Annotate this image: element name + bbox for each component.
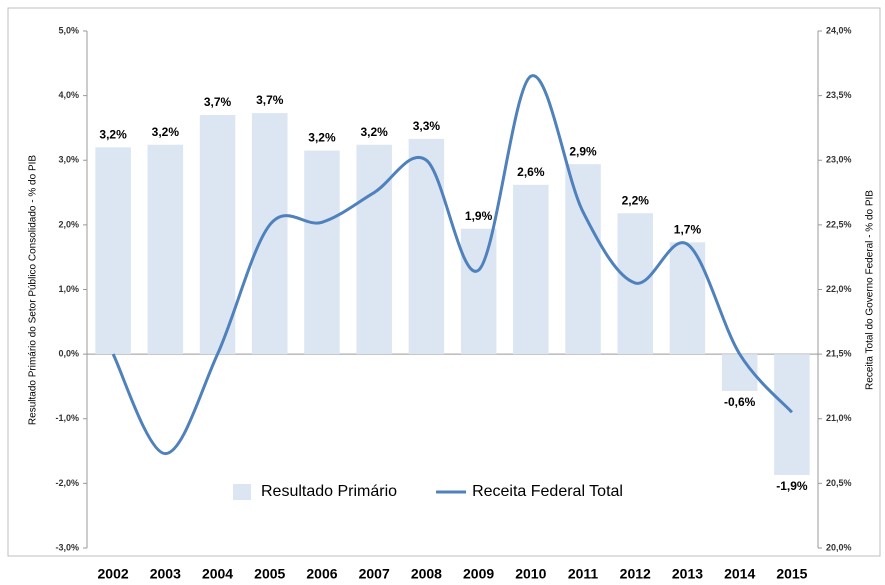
y-tick-label: 1,0% xyxy=(58,284,79,294)
bar xyxy=(147,144,184,355)
data-label: 3,7% xyxy=(256,93,284,107)
line xyxy=(111,74,794,456)
bar xyxy=(304,150,340,355)
y2-tick-label: 21,5% xyxy=(826,349,852,359)
y2-tick-label: 21,0% xyxy=(826,413,852,423)
y-tick-label: 0,0% xyxy=(58,349,79,359)
y2-tick-label: 23,0% xyxy=(826,155,852,165)
data-label: 1,9% xyxy=(465,209,493,223)
x-tick-label: 2005 xyxy=(254,566,285,582)
x-tick-label: 2007 xyxy=(359,566,390,582)
data-label: 3,2% xyxy=(152,125,180,139)
data-label: 3,2% xyxy=(99,127,127,141)
y2-tick-label: 24,0% xyxy=(826,25,852,35)
bar xyxy=(95,147,131,355)
data-label: 2,2% xyxy=(622,193,650,207)
bar xyxy=(251,113,288,355)
y-tick-label: 4,0% xyxy=(58,90,79,100)
y-tick-label: -3,0% xyxy=(55,542,79,552)
legend-swatch xyxy=(233,484,251,500)
y-tick-label: 3,0% xyxy=(58,155,79,165)
x-tick-label: 2012 xyxy=(620,566,651,582)
y2-tick-label: 22,0% xyxy=(826,284,852,294)
y-axis-title: Resultado Primário do Setor Público Cons… xyxy=(28,155,39,425)
y2-axis-title: Receita Total do Governo Federal - % do … xyxy=(865,190,876,390)
legend-label: Resultado Primário xyxy=(261,483,397,500)
data-label: 2,9% xyxy=(569,144,597,158)
x-tick-label: 2004 xyxy=(202,566,233,582)
x-tick-label: 2014 xyxy=(724,566,755,582)
data-label: 3,7% xyxy=(204,95,232,109)
x-tick-label: 2002 xyxy=(98,566,129,582)
y-tick-label: -2,0% xyxy=(55,478,79,488)
data-label: 2,6% xyxy=(517,165,545,179)
bar xyxy=(460,228,497,355)
x-tick-label: 2010 xyxy=(515,566,546,582)
chart-frame xyxy=(7,7,881,557)
y-tick-label: -1,0% xyxy=(55,413,79,423)
y2-tick-label: 22,5% xyxy=(826,219,852,229)
data-label: 3,2% xyxy=(360,125,388,139)
y2-tick-label: 20,5% xyxy=(826,478,852,488)
x-tick-label: 2006 xyxy=(306,566,337,582)
bar xyxy=(356,144,392,355)
y2-tick-label: 20,0% xyxy=(826,542,852,552)
legend-label: Receita Federal Total xyxy=(472,483,623,500)
x-tick-label: 2003 xyxy=(150,566,181,582)
x-tick-label: 2013 xyxy=(672,566,703,582)
data-label: 3,3% xyxy=(413,119,441,133)
data-label: 1,7% xyxy=(674,222,702,236)
bar xyxy=(565,164,601,355)
x-tick-label: 2011 xyxy=(568,566,599,582)
x-tick-label: 2015 xyxy=(776,566,807,582)
bar xyxy=(774,354,810,475)
bar xyxy=(199,115,236,355)
y-tick-label: 2,0% xyxy=(58,219,79,229)
data-label: -1,9% xyxy=(776,479,808,493)
x-tick-label: 2009 xyxy=(463,566,494,582)
data-label: 3,2% xyxy=(308,131,336,145)
data-label: -0,6% xyxy=(724,395,756,409)
x-tick-label: 2008 xyxy=(411,566,442,582)
bar xyxy=(408,138,445,355)
bar xyxy=(513,184,549,355)
y-tick-label: 5,0% xyxy=(58,25,79,35)
y2-tick-label: 23,5% xyxy=(826,90,852,100)
